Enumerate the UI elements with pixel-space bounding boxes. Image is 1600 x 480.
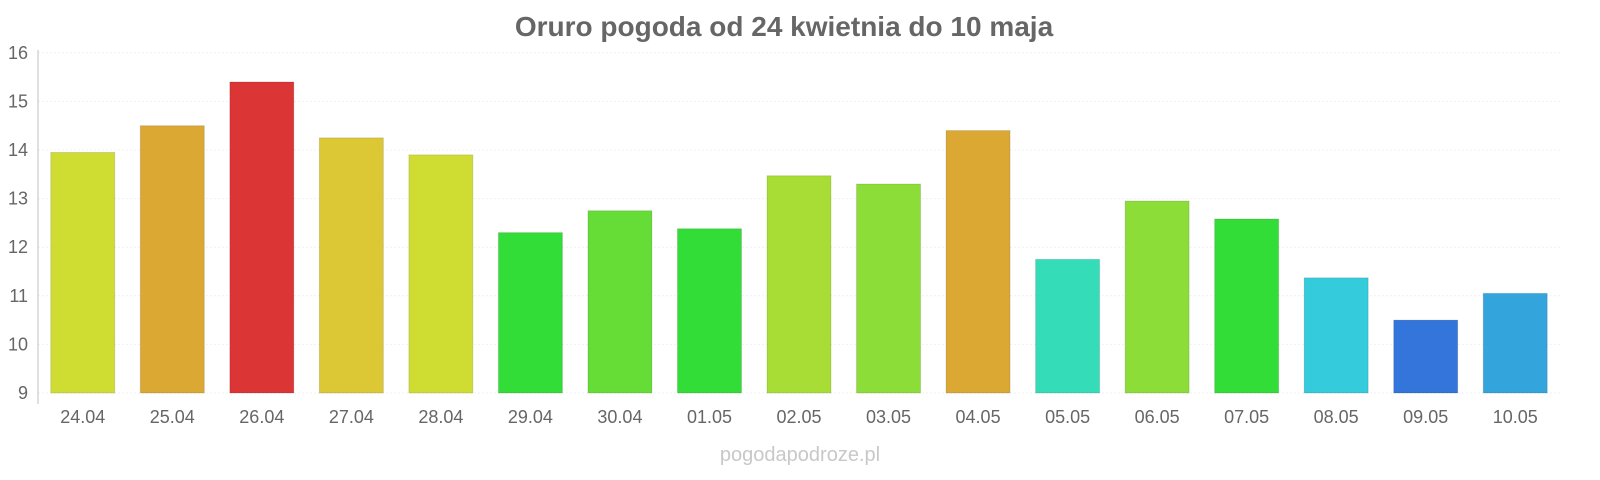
bar-25.04[interactable] <box>139 125 205 394</box>
bar-01.05[interactable] <box>676 228 742 394</box>
x-tick-label: 01.05 <box>687 407 732 427</box>
y-tick-label: 15 <box>8 91 28 111</box>
x-tick-label: 03.05 <box>866 407 911 427</box>
bar-29.04[interactable] <box>497 232 563 394</box>
x-tick-label: 28.04 <box>418 407 463 427</box>
bar-09.05[interactable] <box>1393 319 1459 394</box>
x-tick-label: 25.04 <box>150 407 195 427</box>
y-tick-label: 9 <box>18 383 28 403</box>
bar-05.05[interactable] <box>1035 258 1101 394</box>
x-tick-label: 24.04 <box>60 407 105 427</box>
x-tick-label: 07.05 <box>1224 407 1269 427</box>
bar-28.04[interactable] <box>408 154 474 394</box>
y-tick-label: 10 <box>8 334 28 354</box>
bar-30.04[interactable] <box>587 210 653 394</box>
x-tick-label: 30.04 <box>597 407 642 427</box>
bar-02.05[interactable] <box>766 175 832 394</box>
x-tick-label: 10.05 <box>1493 407 1538 427</box>
bar-07.05[interactable] <box>1214 218 1280 394</box>
x-tick-label: 09.05 <box>1403 407 1448 427</box>
y-tick-label: 11 <box>9 286 28 306</box>
y-tick-label: 14 <box>8 140 28 160</box>
x-tick-label: 27.04 <box>329 407 374 427</box>
chart-title: Oruro pogoda od 24 kwietnia do 10 maja <box>515 11 1054 42</box>
bar-24.04[interactable] <box>50 151 116 394</box>
x-tick-label: 26.04 <box>239 407 284 427</box>
x-tick-label: 29.04 <box>508 407 553 427</box>
bar-10.05[interactable] <box>1482 292 1548 394</box>
bar-26.04[interactable] <box>229 81 295 394</box>
bar-27.04[interactable] <box>318 137 384 394</box>
y-tick-label: 16 <box>8 43 28 63</box>
y-tick-label: 13 <box>8 189 28 209</box>
watermark: pogodapodroze.pl <box>720 444 880 466</box>
x-tick-label: 06.05 <box>1135 407 1180 427</box>
bar-04.05[interactable] <box>945 130 1011 394</box>
bar-06.05[interactable] <box>1124 200 1190 394</box>
x-tick-label: 05.05 <box>1045 407 1090 427</box>
x-tick-label: 02.05 <box>776 407 821 427</box>
x-tick-label: 04.05 <box>956 407 1001 427</box>
y-tick-label: 12 <box>8 237 28 257</box>
bar-08.05[interactable] <box>1303 277 1369 394</box>
bar-03.05[interactable] <box>856 183 922 394</box>
x-tick-label: 08.05 <box>1314 407 1359 427</box>
